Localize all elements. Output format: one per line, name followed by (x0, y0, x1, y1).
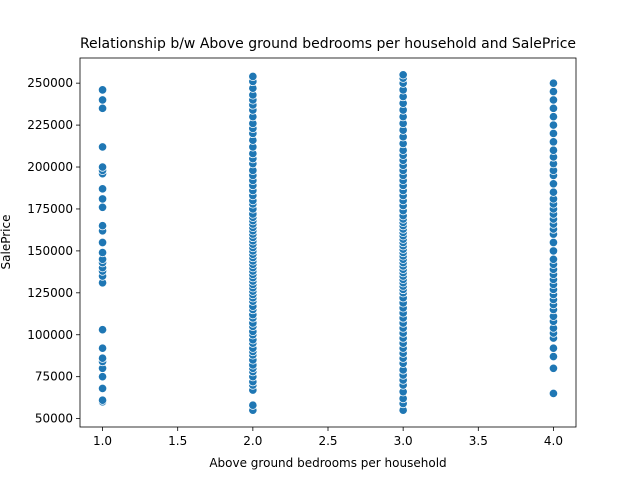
data-point (248, 400, 258, 410)
data-point (97, 372, 108, 382)
data-point (548, 128, 559, 139)
y-tick-label: 200000 (27, 160, 73, 174)
data-point (398, 70, 408, 80)
data-point (97, 95, 108, 105)
data-point (548, 95, 559, 105)
chart-title: Relationship b/w Above ground bedrooms p… (80, 36, 576, 52)
data-point (548, 120, 559, 130)
data-point (548, 179, 559, 189)
data-point (548, 351, 559, 362)
data-point (97, 247, 108, 258)
data-point (548, 343, 559, 353)
data-point (97, 162, 108, 172)
y-tick-label: 150000 (27, 244, 73, 258)
y-axis-label: SalePrice (0, 215, 13, 270)
x-tick-label: 1.0 (93, 434, 112, 448)
y-axis-ticks: 50000 75000 100000 125000 150000 175000 200000… (27, 76, 80, 426)
data-point (548, 246, 559, 256)
data-point (548, 187, 559, 197)
data-point (97, 325, 108, 335)
data-point (548, 145, 559, 155)
data-point (97, 221, 108, 231)
data-point (548, 86, 559, 97)
x-tick-label: 1.5 (168, 434, 187, 448)
x-tick-label: 4.0 (544, 434, 563, 448)
data-point (97, 103, 108, 113)
data-point (548, 388, 559, 399)
data-point (97, 184, 108, 194)
data-point (97, 383, 108, 393)
data-point (97, 353, 108, 363)
y-tick-label: 175000 (27, 202, 73, 216)
y-tick-label: 50000 (35, 412, 73, 426)
x-tick-label: 3.5 (469, 434, 488, 448)
data-point (248, 71, 258, 82)
y-tick-label: 250000 (27, 76, 73, 90)
x-axis-ticks: 1.0 1.5 2.0 2.5 3.0 3.5 4.0 (93, 427, 563, 448)
x-tick-label: 2.0 (243, 434, 262, 448)
data-point (97, 343, 108, 353)
data-point (548, 254, 559, 264)
y-tick-label: 225000 (27, 118, 73, 132)
data-point (548, 103, 559, 113)
data-point (97, 142, 108, 152)
data-point (548, 112, 559, 122)
data-point (97, 237, 108, 248)
data-point (548, 237, 559, 248)
data-point (548, 78, 559, 88)
data-point (97, 85, 108, 95)
x-tick-label: 2.5 (318, 434, 337, 448)
plot-frame (79, 57, 577, 428)
data-point (548, 363, 559, 373)
data-point (548, 137, 559, 147)
y-tick-label: 125000 (27, 286, 73, 300)
data-points (97, 70, 559, 415)
x-tick-label: 3.0 (394, 434, 413, 448)
y-tick-label: 100000 (27, 328, 73, 342)
data-point (97, 202, 108, 212)
y-tick-label: 75000 (35, 370, 73, 384)
x-axis-label: Above ground bedrooms per household (209, 456, 446, 470)
data-point (97, 194, 108, 204)
data-point (97, 395, 108, 405)
